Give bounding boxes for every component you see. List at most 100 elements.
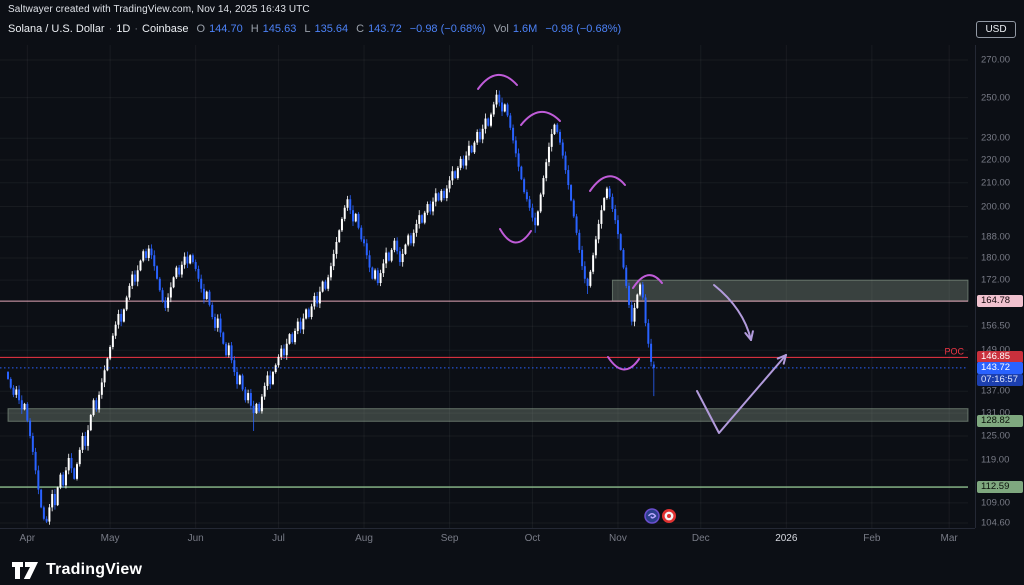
target-sticker-icon[interactable] bbox=[662, 509, 676, 523]
change-value: −0.98 (−0.68%) bbox=[409, 23, 486, 35]
candle-body bbox=[523, 179, 526, 193]
candle-body bbox=[600, 210, 603, 224]
candle-body bbox=[294, 330, 297, 343]
arc-drawing[interactable] bbox=[632, 274, 663, 289]
candle-body bbox=[501, 102, 504, 112]
candle-body bbox=[354, 213, 357, 222]
arc-drawing[interactable] bbox=[589, 175, 626, 192]
candle-body bbox=[98, 394, 101, 410]
tradingview-logo[interactable]: TradingView bbox=[12, 561, 142, 579]
candle-body bbox=[62, 474, 65, 486]
candle-body bbox=[191, 255, 194, 263]
candle-body bbox=[539, 194, 542, 212]
interval-label[interactable]: 1D bbox=[116, 23, 131, 35]
candle-body bbox=[611, 196, 614, 209]
arc-drawing[interactable] bbox=[607, 356, 640, 371]
candle-body bbox=[307, 309, 310, 318]
candle-body bbox=[346, 199, 349, 208]
candle-body bbox=[53, 494, 56, 506]
candle-body bbox=[194, 262, 197, 269]
candle-body bbox=[34, 451, 37, 471]
candle-body bbox=[589, 271, 592, 286]
candle-body bbox=[616, 220, 619, 235]
candle-body bbox=[581, 249, 584, 267]
arc-drawing[interactable] bbox=[520, 111, 561, 126]
candle-body bbox=[313, 296, 316, 307]
candle-body bbox=[498, 94, 501, 103]
candle-body bbox=[236, 372, 239, 385]
arrow-line[interactable] bbox=[696, 354, 787, 434]
candle-body bbox=[550, 134, 553, 147]
candle-body bbox=[247, 393, 250, 401]
drawing-arrows[interactable] bbox=[696, 284, 787, 434]
candle-body bbox=[147, 248, 150, 258]
candle-body bbox=[12, 387, 15, 395]
candle-body bbox=[302, 318, 305, 330]
price-level-badge: 128.82 bbox=[977, 415, 1023, 428]
price-levels[interactable]: POC bbox=[0, 300, 968, 488]
candlestick-chart[interactable]: POC bbox=[0, 45, 975, 528]
candle-body bbox=[409, 235, 412, 244]
candle-body bbox=[95, 400, 98, 410]
zone-rect[interactable] bbox=[611, 279, 969, 302]
zone-rect[interactable] bbox=[7, 408, 969, 422]
candle-body bbox=[158, 278, 161, 291]
drawing-arcs[interactable] bbox=[477, 74, 663, 371]
candle-body bbox=[283, 348, 285, 356]
candle-body bbox=[255, 403, 258, 414]
candle-body bbox=[274, 365, 277, 373]
candle-body bbox=[619, 234, 622, 250]
candle-body bbox=[225, 343, 228, 356]
exchange-label: Coinbase bbox=[142, 23, 189, 35]
candle-body bbox=[164, 300, 167, 308]
candle-body bbox=[305, 309, 308, 319]
candle-body bbox=[597, 223, 600, 240]
chart-plot-area[interactable]: POC bbox=[0, 45, 975, 528]
candle-body bbox=[205, 291, 208, 299]
price-axis[interactable]: 270.00 250.00 230.00 220.00 210.00 200.00 188.… bbox=[975, 45, 1024, 529]
candle-body bbox=[445, 188, 448, 199]
grid-lines bbox=[0, 45, 968, 528]
supply-demand-zones[interactable] bbox=[7, 279, 969, 422]
candle-body bbox=[280, 348, 283, 357]
currency-button[interactable]: USD bbox=[976, 21, 1016, 38]
time-axis[interactable]: Apr May Jun Jul Aug Sep Oct Nov Dec 2026 Feb Mar bbox=[0, 528, 975, 551]
high-value: 145.63 bbox=[262, 23, 297, 35]
arrowhead bbox=[782, 354, 787, 365]
symbol-title[interactable]: Solana / U.S. Dollar bbox=[8, 23, 105, 35]
candle-body bbox=[360, 227, 363, 240]
candle-body bbox=[266, 375, 269, 386]
candle-body bbox=[316, 296, 319, 304]
candle-body bbox=[514, 140, 517, 154]
candle-body bbox=[520, 166, 523, 180]
separator: · bbox=[134, 23, 139, 35]
time-axis-label: Nov bbox=[609, 533, 627, 544]
candle-body bbox=[462, 158, 465, 166]
time-axis-label: Apr bbox=[19, 533, 36, 544]
price-tick-label: 149.00 bbox=[981, 344, 1011, 356]
candle-body bbox=[603, 198, 606, 211]
candle-body bbox=[517, 153, 520, 167]
candle-body bbox=[175, 267, 178, 278]
candle-body bbox=[277, 356, 280, 366]
spiral-sticker-icon[interactable] bbox=[644, 508, 660, 524]
open-value: 144.70 bbox=[209, 23, 243, 35]
arc-drawing[interactable] bbox=[499, 228, 532, 244]
candle-body bbox=[575, 216, 578, 233]
candle-body bbox=[136, 270, 139, 282]
candle-body bbox=[473, 142, 476, 153]
candle-body bbox=[625, 267, 628, 286]
candle-body bbox=[211, 304, 214, 318]
candle-body bbox=[189, 255, 192, 264]
candle-body bbox=[241, 375, 244, 390]
candle-body bbox=[644, 297, 647, 324]
brand-name: TradingView bbox=[46, 561, 143, 578]
candle-body bbox=[31, 436, 34, 452]
candle-body bbox=[70, 457, 73, 469]
candle-body bbox=[202, 288, 205, 299]
arrow-curve[interactable] bbox=[713, 284, 752, 341]
candle-body bbox=[440, 190, 443, 201]
arc-drawing[interactable] bbox=[477, 74, 518, 90]
candle-body bbox=[81, 436, 84, 450]
candle-body bbox=[503, 104, 506, 112]
